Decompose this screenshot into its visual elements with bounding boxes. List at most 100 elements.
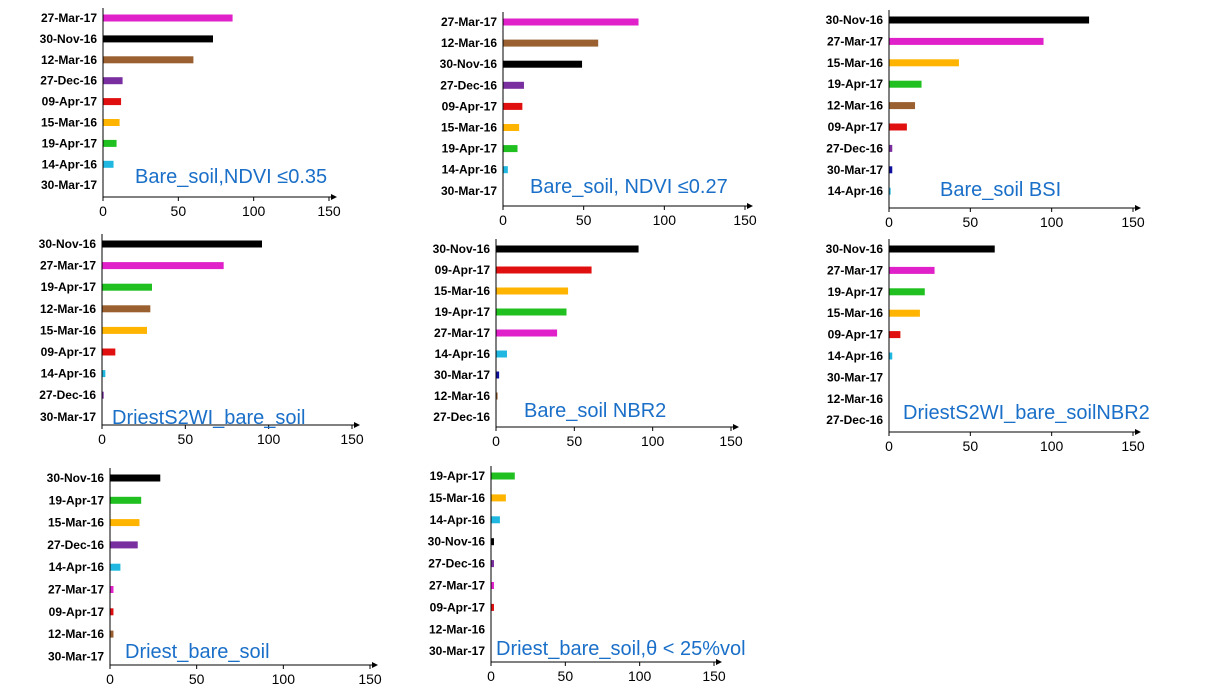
category-label: 30-Mar-17	[441, 184, 497, 198]
category-label: 12-Mar-16	[434, 389, 490, 403]
bar	[103, 77, 123, 85]
category-label: 27-Dec-16	[440, 78, 497, 92]
category-label: 14-Apr-16	[828, 349, 884, 363]
category-label: 14-Apr-16	[828, 184, 884, 198]
bar	[491, 603, 494, 611]
category-label: 30-Mar-17	[434, 368, 490, 382]
category-label: 27-Mar-17	[429, 579, 485, 593]
category-label: 27-Mar-17	[827, 263, 883, 277]
bar-chart-4: 30-Nov-16 27-Mar-17 19-Apr-17 12-Mar-16 15-M…	[39, 234, 364, 447]
category-label: 27-Dec-16	[47, 538, 104, 552]
category-label: 09-Apr-17	[828, 120, 884, 134]
bar	[503, 39, 599, 47]
category-label: 09-Apr-17	[41, 345, 97, 359]
bar	[889, 288, 925, 296]
chart-annotation: Bare_soil NBR2	[524, 400, 666, 422]
x-tick-label: 0	[885, 438, 893, 454]
bar	[889, 266, 935, 274]
category-label: 15-Mar-16	[441, 121, 497, 135]
bar	[110, 608, 114, 616]
category-label: 19-Apr-17	[435, 305, 491, 319]
category-label: 12-Mar-16	[441, 36, 497, 50]
x-axis-arrow	[747, 203, 753, 209]
x-tick-label: 50	[963, 438, 979, 454]
bar	[103, 35, 213, 43]
bar	[503, 60, 583, 68]
category-label: 27-Mar-17	[434, 326, 490, 340]
bar	[889, 16, 1090, 24]
x-tick-label: 0	[885, 214, 893, 230]
x-tick-label: 100	[242, 203, 266, 219]
x-tick-label: 0	[98, 431, 106, 447]
x-tick-label: 50	[189, 671, 205, 687]
bar	[503, 102, 523, 110]
x-tick-label: 100	[1040, 438, 1064, 454]
category-label: 30-Mar-17	[827, 163, 883, 177]
bar-chart-6: 30-Nov-16 27-Mar-17 19-Apr-17 15-Mar-16 09-A…	[826, 239, 1150, 454]
category-label: 19-Apr-17	[828, 77, 884, 91]
bar	[110, 496, 142, 504]
x-axis-arrow	[372, 662, 378, 668]
x-tick-label: 50	[567, 433, 583, 449]
bar	[491, 472, 515, 480]
x-tick-label: 150	[733, 212, 757, 228]
bar	[103, 139, 117, 147]
chart-annotation: Bare_soil,NDVI ≤0.35	[135, 166, 327, 188]
bar	[889, 123, 907, 131]
category-label: 15-Mar-16	[827, 56, 883, 70]
category-label: 19-Apr-17	[430, 469, 486, 483]
x-tick-label: 100	[272, 671, 296, 687]
bar	[503, 124, 520, 131]
category-label: 19-Apr-17	[828, 285, 884, 299]
category-label: 09-Apr-17	[828, 328, 884, 342]
chart-annotation: DriestS2WI_bare_soilNBR2	[903, 402, 1150, 424]
category-label: 30-Mar-17	[48, 649, 104, 663]
bar	[102, 262, 224, 270]
x-axis-arrow	[733, 424, 739, 430]
x-tick-label: 150	[340, 431, 364, 447]
category-label: 30-Mar-17	[827, 370, 883, 384]
x-tick-label: 0	[487, 668, 495, 684]
category-label: 27-Dec-16	[40, 74, 97, 88]
bar	[491, 494, 506, 502]
bar	[110, 630, 114, 638]
bar	[102, 348, 116, 356]
category-label: 14-Apr-16	[442, 163, 498, 177]
category-label: 27-Mar-17	[40, 259, 96, 273]
bar	[503, 145, 518, 153]
category-label: 27-Dec-16	[433, 410, 490, 424]
category-label: 09-Apr-17	[442, 99, 498, 113]
x-tick-label: 100	[653, 212, 677, 228]
x-axis-arrow	[354, 422, 360, 428]
x-tick-label: 150	[317, 203, 341, 219]
x-tick-label: 50	[963, 214, 979, 230]
bar	[491, 516, 500, 524]
bar	[103, 98, 122, 106]
bar-chart-8: 19-Apr-17 15-Mar-16 14-Apr-16 30-Nov-16 27-D…	[428, 466, 746, 684]
x-tick-label: 100	[257, 431, 281, 447]
category-label: 12-Mar-16	[48, 627, 104, 641]
category-label: 12-Mar-16	[827, 392, 883, 406]
chart-annotation: Driest_bare_soil,θ < 25%vol	[496, 638, 746, 660]
category-label: 15-Mar-16	[827, 306, 883, 320]
category-label: 19-Apr-17	[41, 280, 97, 294]
category-label: 30-Nov-16	[826, 13, 884, 27]
bar-chart-2: 27-Mar-17 12-Mar-16 30-Nov-16 27-Dec-16 09-A…	[440, 12, 757, 228]
category-label: 27-Mar-17	[441, 15, 497, 29]
bar	[889, 331, 901, 339]
bar	[103, 160, 114, 168]
bar	[889, 80, 922, 88]
category-label: 27-Dec-16	[428, 557, 485, 571]
x-axis-arrow	[1135, 205, 1141, 211]
category-label: 12-Mar-16	[429, 622, 485, 636]
bar-chart-3: 30-Nov-16 27-Mar-17 15-Mar-16 19-Apr-17 12-M…	[826, 10, 1145, 230]
category-label: 30-Mar-17	[429, 644, 485, 658]
bar-chart-7: 30-Nov-16 19-Apr-17 15-Mar-16 27-Dec-16 14-A…	[47, 468, 382, 687]
bar	[102, 283, 152, 291]
category-label: 30-Mar-17	[41, 178, 97, 192]
bar	[496, 245, 639, 253]
category-label: 27-Mar-17	[827, 34, 883, 48]
bar	[889, 59, 959, 67]
bar	[110, 541, 138, 549]
